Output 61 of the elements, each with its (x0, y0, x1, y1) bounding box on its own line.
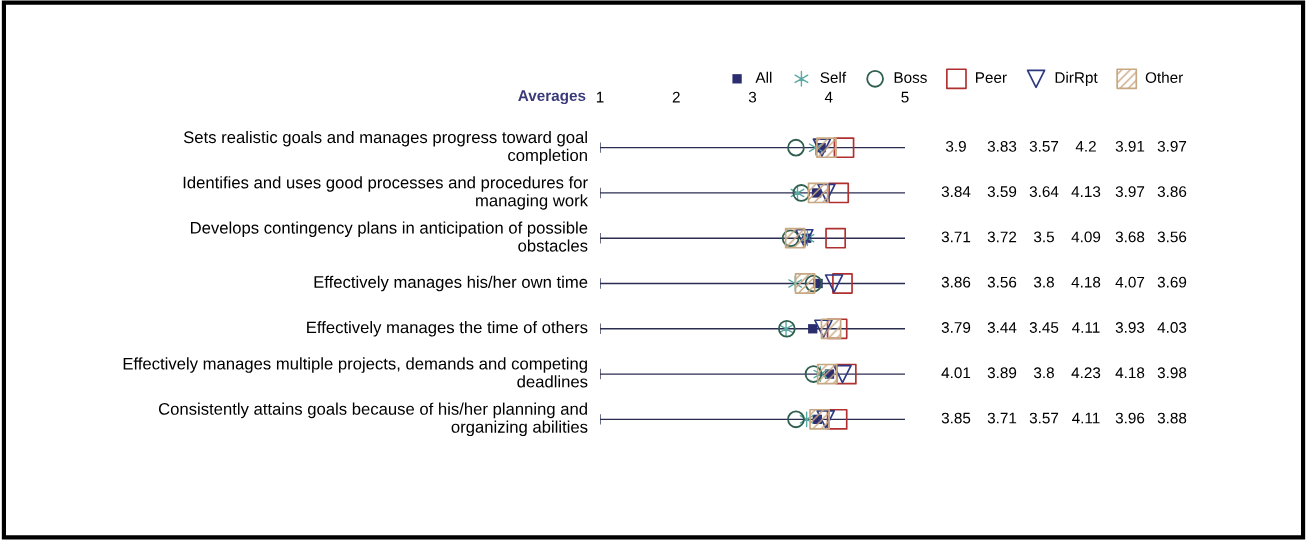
data-label: 4.18 (1115, 367, 1145, 379)
data-label: 3.88 (1157, 412, 1187, 424)
data-label: 3.5 (1033, 231, 1054, 243)
data-label: 4.11 (1072, 322, 1100, 333)
data-label: 4.03 (1157, 322, 1187, 333)
data-label: 3.71 (987, 412, 1017, 424)
legend-label: Other (1145, 71, 1183, 83)
data-label: 4.2 (1075, 140, 1096, 152)
y-tick-label: Develops contingency plans in anticipation of possible obstacles (190, 221, 588, 252)
x-tick-label: 4 (824, 91, 833, 103)
data-label: 3.89 (987, 367, 1017, 379)
legend-label: DirRpt (1055, 71, 1098, 86)
data-label: 3.8 (1033, 367, 1054, 379)
data-label: 3.97 (1157, 140, 1187, 152)
chart-title: Averages (518, 90, 586, 105)
data-label: 3.98 (1157, 367, 1187, 379)
data-label: 3.59 (987, 186, 1017, 198)
data-label: 3.93 (1115, 322, 1145, 333)
data-label: 3.57 (1029, 140, 1059, 152)
y-tick-label: Sets realistic goals and manages progress toward goal completion (183, 130, 587, 165)
data-label: 3.71 (941, 231, 971, 243)
data-label: 3.8 (1033, 276, 1054, 288)
data-label: 3.86 (941, 276, 971, 288)
data-label: 3.57 (1029, 412, 1059, 424)
y-tick-label: Effectively manages the time of others (307, 321, 588, 337)
legend-label: Peer (976, 72, 1007, 83)
data-label: 3.45 (1029, 322, 1059, 333)
data-label: 3.96 (1115, 412, 1145, 424)
data-label: 3.86 (1157, 186, 1187, 198)
data-label: 3.91 (1115, 140, 1145, 152)
data-label: 4.13 (1071, 186, 1101, 198)
data-label: 3.9 (945, 140, 966, 152)
data-label: 3.69 (1157, 276, 1187, 288)
data-label: 4.11 (1072, 412, 1100, 424)
data-label: 3.79 (941, 322, 971, 333)
x-tick-label: 1 (596, 91, 604, 103)
data-label: 4.18 (1071, 276, 1101, 288)
data-label: 3.97 (1115, 186, 1145, 198)
data-label: 4.01 (941, 367, 971, 379)
y-tick-label: Consistently attains goals because of his/her planning and organizing abilities (158, 402, 588, 437)
legend-label: Self (820, 71, 847, 83)
x-tick-label: 3 (748, 91, 757, 103)
y-tick-label: Effectively manages multiple projects, demands and competing deadlines (123, 357, 588, 388)
data-label: 4.09 (1071, 231, 1101, 243)
data-label: 3.56 (987, 276, 1017, 288)
x-tick-label: 5 (901, 91, 909, 103)
data-label: 3.64 (1029, 186, 1059, 198)
data-label: 3.56 (1157, 231, 1187, 243)
data-label: 3.83 (987, 140, 1017, 152)
data-label: 3.84 (941, 186, 971, 198)
y-tick-label: Identifies and uses good processes and procedures for managing work (183, 176, 589, 210)
data-label: 3.68 (1115, 231, 1145, 243)
x-tick-label: 2 (672, 91, 680, 103)
legend-label: Boss (894, 72, 927, 83)
data-label: 4.23 (1071, 367, 1101, 379)
data-label: 3.72 (987, 231, 1017, 243)
data-label: 3.85 (941, 412, 971, 424)
data-label: 3.44 (987, 322, 1017, 333)
legend-label: All (755, 71, 772, 83)
y-tick-label: Effectively manages his/her own time (314, 275, 588, 292)
data-label: 4.07 (1115, 276, 1145, 288)
